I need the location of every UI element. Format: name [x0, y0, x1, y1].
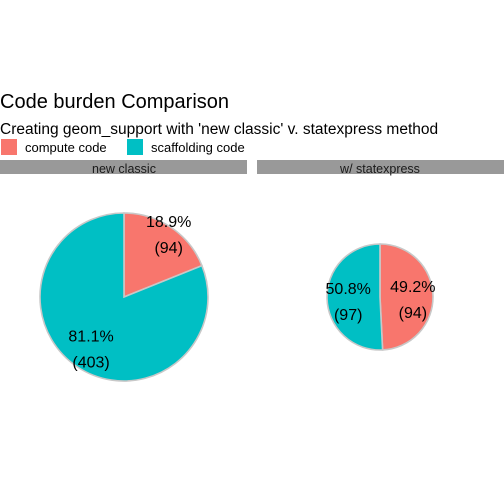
legend-key-scaffolding-code — [127, 139, 143, 155]
legend-label-compute-code: compute code — [25, 140, 107, 155]
chart-title: Code burden Comparison — [0, 91, 229, 113]
panel-statexpress: w/ statexpress 49.2% (94) 50.8% (97) — [257, 160, 504, 351]
legend-label-scaffolding-code: scaffolding code — [151, 140, 245, 155]
slice-percent-label: 18.9% — [146, 214, 191, 231]
slice-percent-label: 49.2% — [390, 279, 435, 296]
panel-strip-label-new-classic: new classic — [92, 162, 156, 176]
panel-strip-statexpress — [257, 160, 504, 174]
pie-slice-scaffolding-code — [326, 243, 384, 351]
chart-subtitle: Creating geom_support with 'new classic'… — [0, 121, 438, 138]
pie-slice-scaffolding-code — [39, 212, 209, 382]
pie-new-classic: 18.9% (94) 81.1% (403) — [39, 212, 209, 382]
slice-count-label: (403) — [72, 355, 109, 372]
pie-slice-compute-code — [379, 243, 434, 351]
slice-count-label: (94) — [154, 240, 182, 257]
slice-percent-label: 50.8% — [326, 281, 371, 298]
pie-statexpress: 49.2% (94) 50.8% (97) — [326, 243, 436, 351]
legend-key-compute-code — [1, 139, 17, 155]
slice-count-label: (97) — [334, 307, 362, 324]
pie-slice-compute-code — [123, 212, 203, 299]
panel-new-classic: new classic 18.9% (94) 81.1% (403) — [0, 160, 247, 382]
slice-percent-label: 81.1% — [68, 329, 113, 346]
slice-count-label: (94) — [399, 305, 427, 322]
legend: compute code scaffolding code — [1, 139, 245, 155]
panel-strip-new-classic — [0, 160, 247, 174]
panel-strip-label-statexpress: w/ statexpress — [339, 162, 420, 176]
